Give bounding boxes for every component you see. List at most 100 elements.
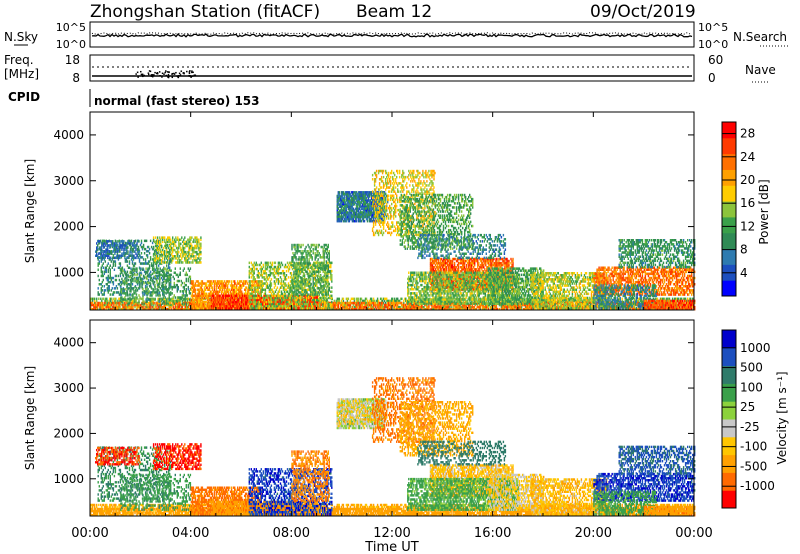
power-cell (182, 306, 183, 309)
freq-panel: Freq. [MHz] 18 8 60 0 Nave (4, 53, 776, 85)
power-cell (339, 298, 340, 301)
power-cell (142, 267, 143, 270)
power-cell (98, 287, 99, 290)
power-cell (169, 267, 170, 270)
power-cell (114, 269, 115, 272)
nave-point (183, 73, 185, 75)
power-cell (200, 243, 201, 246)
power-cell (141, 252, 142, 255)
nave-point (162, 73, 164, 75)
freq-label: Freq. (4, 53, 34, 67)
power-cell (162, 257, 163, 260)
power-cell (191, 236, 192, 239)
nave-point (165, 70, 167, 72)
nave-point (167, 76, 169, 78)
power-cell (129, 276, 130, 279)
nave-point (164, 72, 166, 74)
power-cell (148, 279, 149, 282)
nave-point (149, 70, 151, 72)
nave-point (166, 75, 168, 77)
nave-point (168, 71, 170, 73)
power-cell (170, 239, 171, 242)
power-cell (102, 302, 103, 305)
power-cell (117, 240, 118, 243)
power-cell (149, 264, 150, 267)
freq-left-tick-bottom: 8 (72, 71, 80, 85)
power-cell (200, 236, 201, 239)
power-cell (132, 278, 133, 281)
power-cell (98, 269, 99, 272)
power-cell (140, 272, 141, 275)
power-cell (137, 257, 138, 260)
power-cell (116, 302, 117, 305)
nave-point (174, 73, 176, 75)
nave-point (148, 74, 150, 76)
power-cell (127, 294, 128, 297)
power-cell (114, 291, 115, 294)
noise-sky-trace (92, 34, 692, 37)
noise-sky-label: N.Sky (4, 30, 38, 44)
power-cell (135, 262, 136, 265)
nave-point (142, 74, 144, 76)
power-cell (200, 261, 201, 264)
power-cell (102, 285, 103, 288)
power-cell (134, 274, 135, 277)
power-cell (104, 285, 105, 288)
power-cell (382, 302, 383, 305)
nave-point (180, 74, 182, 76)
power-cell (103, 279, 104, 282)
power-cell (122, 269, 123, 272)
power-cell (143, 276, 144, 279)
power-cell (149, 252, 150, 255)
power-cell (127, 288, 128, 291)
power-cell (116, 275, 117, 278)
power-cell (129, 267, 130, 270)
date-title: 09/Oct/2019 (590, 2, 696, 22)
power-cell (102, 271, 103, 274)
power-cell (132, 274, 133, 277)
power-cell (104, 302, 105, 305)
nave-point (144, 75, 146, 77)
noise-right-tick-bottom: 10^0 (698, 38, 728, 51)
nave-point (135, 73, 137, 75)
power-cell (200, 257, 201, 260)
power-cell (136, 267, 137, 270)
nave-point (189, 73, 191, 75)
power-cell (181, 236, 182, 239)
power-cell (99, 240, 100, 243)
power-cell (125, 253, 126, 256)
power-cell (354, 298, 355, 301)
power-cell (143, 244, 144, 247)
power-cell (121, 281, 122, 284)
noise-search-label: N.Search (733, 30, 787, 44)
nave-point (153, 74, 155, 76)
power-cell (141, 302, 142, 305)
nave-point (157, 73, 159, 75)
power-cell (115, 260, 116, 263)
power-cell (110, 293, 111, 296)
nave-point (167, 71, 169, 73)
power-cell (364, 302, 365, 305)
power-cell (153, 247, 154, 250)
power-cell (96, 298, 97, 301)
power-cell (200, 251, 201, 254)
power-cell (127, 250, 128, 253)
power-cell (401, 298, 402, 301)
nave-point (181, 70, 183, 72)
power-cell (135, 290, 136, 293)
nave-point (159, 75, 161, 77)
power-cell (150, 256, 151, 259)
power-cell (182, 261, 183, 264)
nave-point (172, 77, 174, 79)
power-cell (147, 254, 148, 257)
freq-panel-frame (90, 55, 694, 81)
power-cell (113, 277, 114, 280)
nave-point (154, 72, 156, 74)
nave-point (192, 72, 194, 74)
nave-point (140, 71, 142, 73)
power-cell (127, 260, 128, 263)
power-cell (151, 306, 152, 309)
power-cell (139, 255, 140, 258)
cpid-mode-text: normal (fast stereo) 153 (94, 94, 260, 108)
